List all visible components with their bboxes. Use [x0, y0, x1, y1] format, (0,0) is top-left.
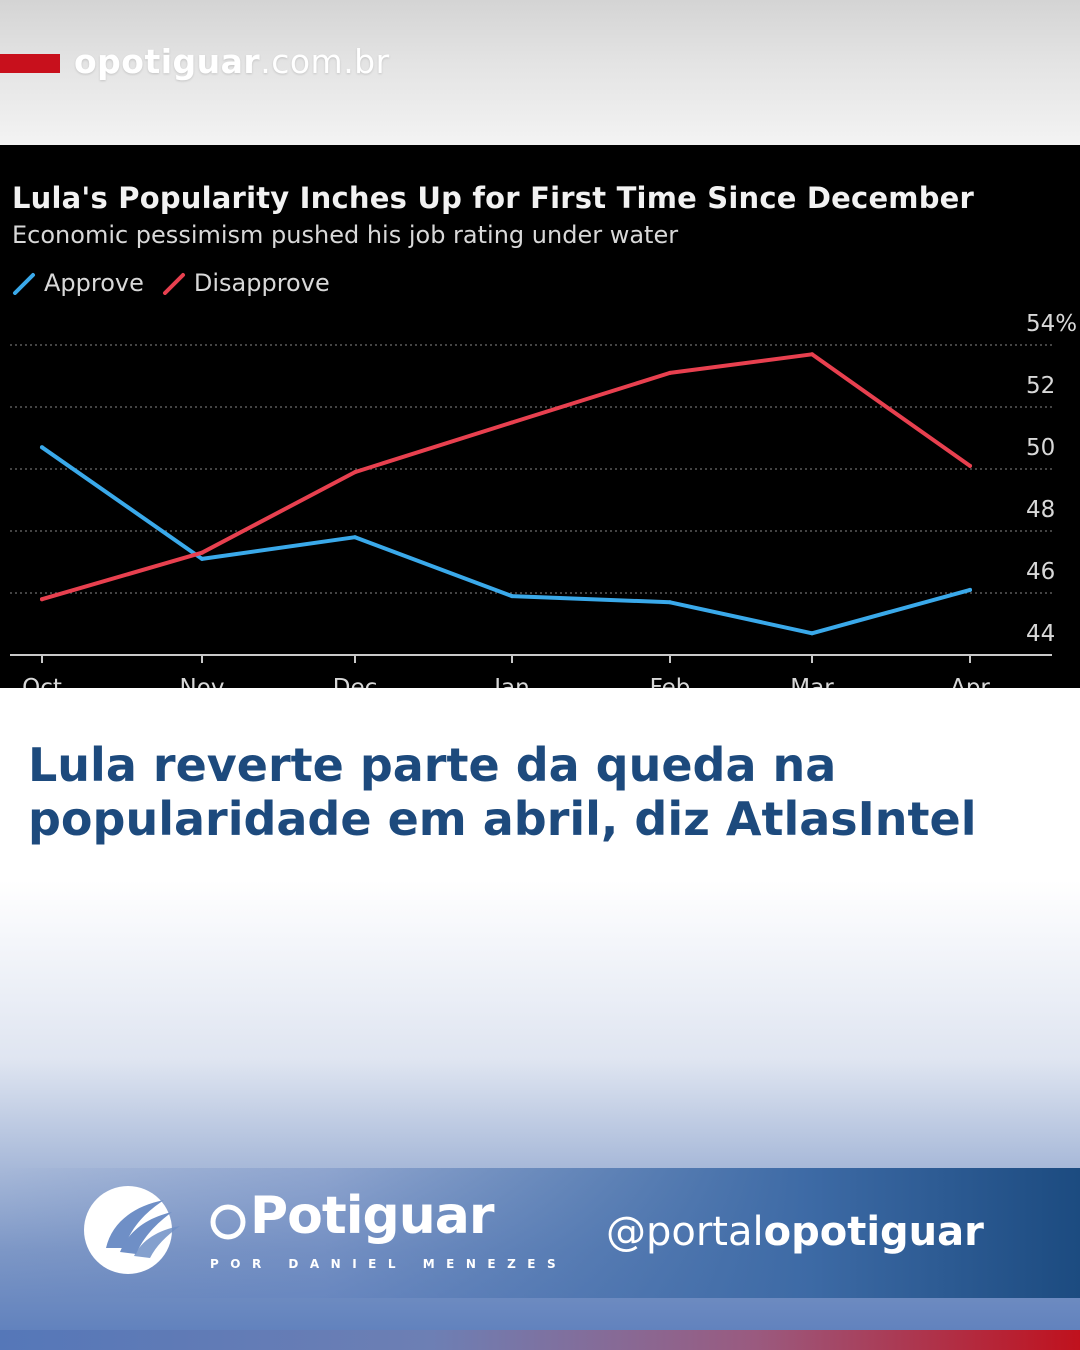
y-tick-label: 46 — [1026, 559, 1055, 585]
data-point-approve — [353, 535, 357, 540]
brand-name: Potiguar — [250, 1186, 494, 1246]
legend-swatch-disapprove — [162, 273, 185, 295]
x-tick-label: Feb — [650, 675, 691, 688]
x-tick-label: Mar — [790, 675, 834, 688]
x-tick-label: Apr — [950, 675, 990, 688]
site-url[interactable]: opotiguar.com.br — [74, 42, 390, 81]
series-line-approve — [40, 445, 972, 636]
red-accent-bar — [0, 54, 60, 73]
chart-subtitle: Economic pessimism pushed his job rating… — [12, 221, 679, 249]
y-tick-label: 52 — [1026, 373, 1055, 399]
social-handle[interactable]: @portalopotiguar — [606, 1209, 984, 1255]
y-tick-label: 48 — [1026, 497, 1055, 523]
data-point-approve — [668, 600, 672, 605]
x-tick-label: Oct — [22, 675, 62, 688]
x-tick-label: Jan — [492, 675, 529, 688]
chart-panel: 54% 52 50 48 46 44 Oct Nov Dec Jan Feb Mar Apr Lula'… — [0, 145, 1080, 688]
handle-bold: opotiguar — [763, 1209, 984, 1255]
opotiguar-logo-icon — [84, 1186, 180, 1274]
line-chart: 54% 52 50 48 46 44 Oct Nov Dec Jan Feb Mar Apr — [10, 311, 1077, 688]
data-point-disapprove — [200, 550, 204, 555]
y-tick-label: 50 — [1026, 435, 1055, 461]
data-point-approve — [40, 445, 44, 450]
legend-label-disapprove: Disapprove — [193, 269, 330, 297]
brand-tagline: POR DANIEL MENEZES — [210, 1257, 568, 1271]
x-tick-label: Nov — [180, 675, 225, 688]
data-point-disapprove — [668, 370, 672, 375]
data-point-approve — [968, 587, 972, 592]
data-point-disapprove — [353, 470, 357, 475]
bottom-stripe — [0, 1330, 1080, 1350]
chart-title: Lula's Popularity Inches Up for First Ti… — [12, 181, 975, 215]
data-point-approve — [810, 631, 814, 636]
data-point-disapprove — [510, 420, 514, 425]
series-line-disapprove — [40, 352, 972, 602]
y-tick-label: 44 — [1026, 621, 1055, 647]
legend-swatch-approve — [13, 273, 35, 295]
site-name-domain: .com.br — [260, 42, 390, 81]
x-tick-label: Dec — [333, 675, 378, 688]
legend-item-disapprove: Disapprove — [162, 269, 330, 297]
legend-label-approve: Approve — [44, 269, 144, 297]
headline[interactable]: Lula reverte parte da queda na popularid… — [28, 738, 977, 846]
data-point-disapprove — [810, 352, 814, 357]
footer-bar — [0, 1168, 1080, 1298]
brand-o-ring-icon — [210, 1204, 246, 1240]
chart-legend: Approve Disapprove — [12, 269, 348, 297]
data-point-disapprove — [968, 463, 972, 468]
data-point-disapprove — [40, 597, 44, 602]
data-point-approve — [510, 594, 514, 599]
handle-prefix: @portal — [606, 1209, 764, 1255]
site-name-bold: opotiguar — [74, 42, 261, 81]
header-band — [0, 0, 1080, 145]
legend-item-approve: Approve — [12, 269, 144, 297]
y-tick-label: 54% — [1026, 311, 1077, 337]
data-point-approve — [200, 556, 204, 561]
